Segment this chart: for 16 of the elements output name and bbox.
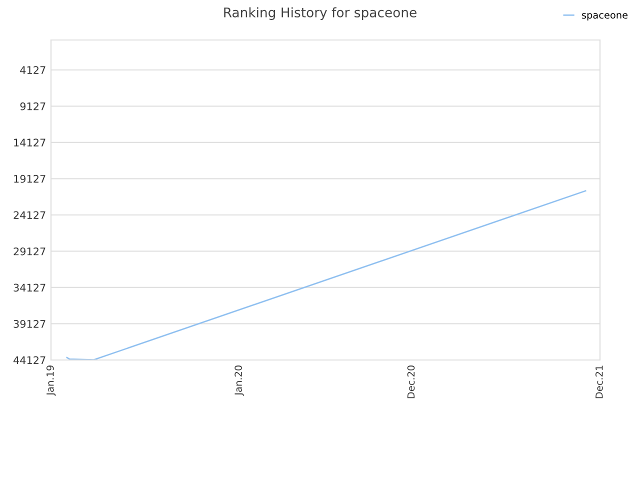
chart-title: Ranking History for spaceone bbox=[224, 7, 416, 20]
y-tick-label: 14127 bbox=[14, 138, 46, 146]
x-tick-label: Jan.19 bbox=[46, 366, 56, 396]
y-tick-label: 39127 bbox=[14, 320, 46, 328]
y-tick-label: 29127 bbox=[14, 247, 46, 256]
y-tick-label: 44127 bbox=[14, 356, 46, 364]
y-tick-label: 19127 bbox=[14, 174, 46, 183]
x-tick-label: Jan.20 bbox=[234, 366, 244, 396]
y-tick-label: 34127 bbox=[14, 284, 46, 292]
y-tick-label: 4127 bbox=[20, 66, 46, 74]
line-series bbox=[66, 190, 586, 360]
y-tick-label: 9127 bbox=[20, 102, 46, 110]
x-tick-label: Dec.21 bbox=[595, 366, 603, 398]
x-tick-label: Dec.20 bbox=[407, 366, 415, 398]
y-tick-label: 24127 bbox=[14, 211, 46, 219]
legend-label: spaceone bbox=[582, 13, 628, 21]
